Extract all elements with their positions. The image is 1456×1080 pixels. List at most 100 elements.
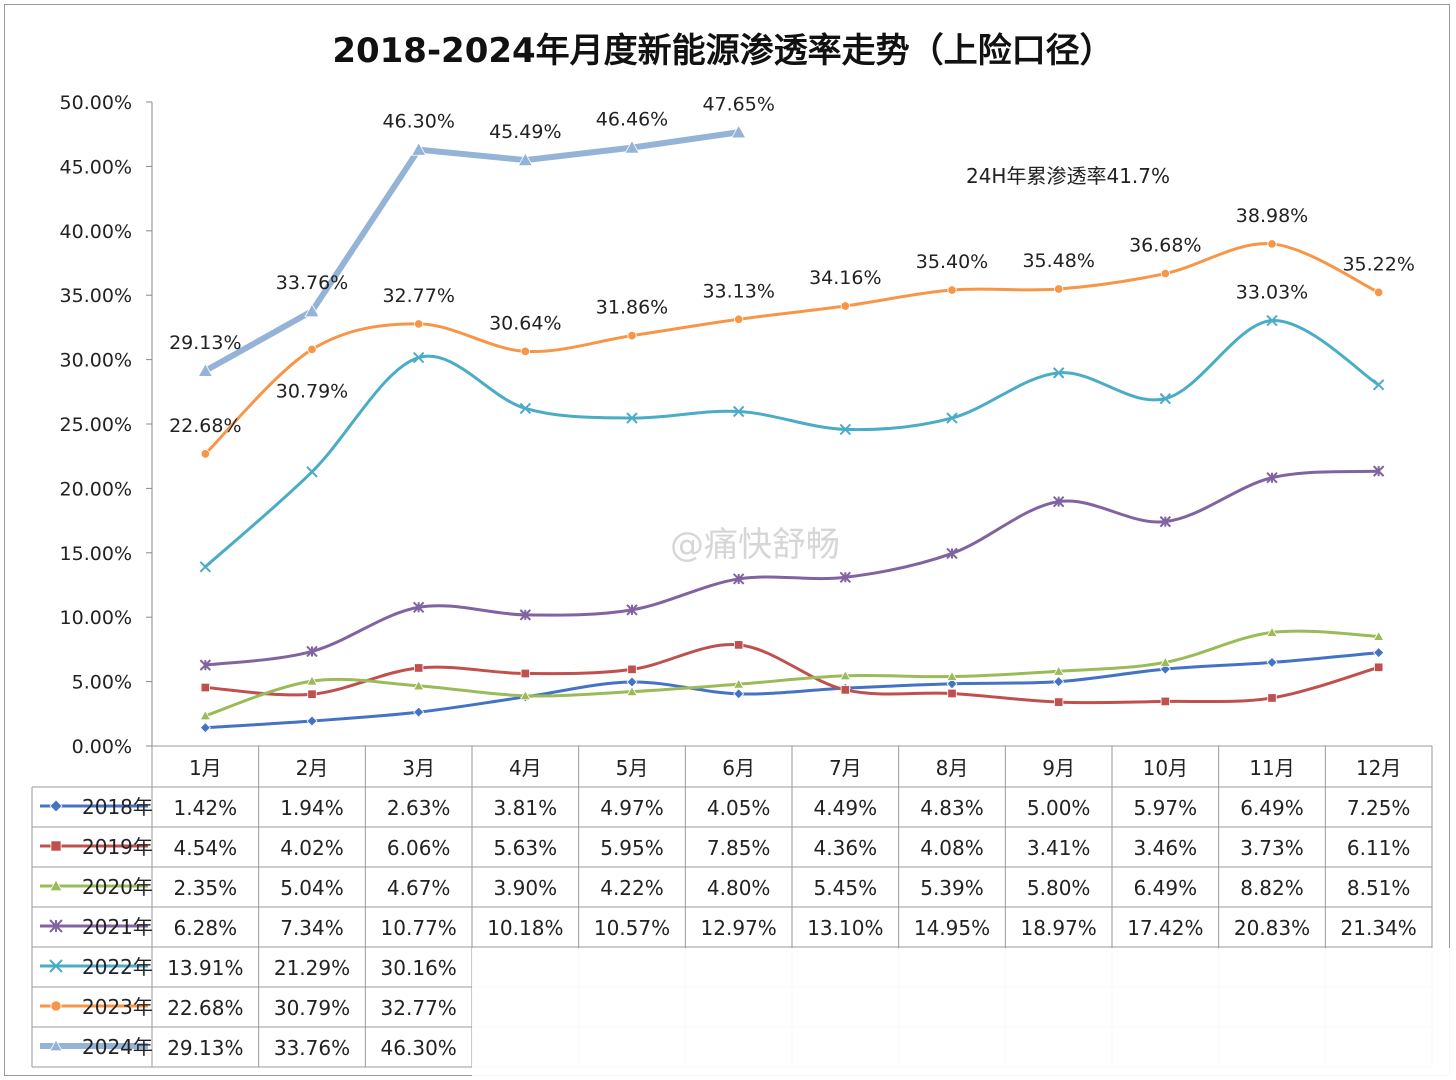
data-point (624, 139, 640, 154)
table-cell: 4.22% (600, 876, 664, 900)
annotation: 24H年累渗透率41.7% (966, 164, 1170, 188)
data-point (839, 571, 852, 583)
legend-label: 2019年 (82, 835, 153, 859)
data-point (1372, 379, 1385, 391)
data-point (1267, 239, 1277, 249)
legend-label: 2021年 (82, 915, 153, 939)
table-cell: 8.51% (1347, 876, 1411, 900)
category-label: 12月 (1356, 756, 1401, 780)
data-point (307, 344, 317, 355)
data-point (307, 689, 317, 699)
table-cell: 7.85% (707, 836, 771, 860)
y-tick-label: 35.00% (60, 285, 132, 307)
data-label: 33.13% (702, 280, 774, 302)
series-line-2021年 (205, 469, 1379, 667)
y-tick-label: 40.00% (60, 221, 132, 243)
data-label: 33.03% (1236, 282, 1308, 304)
series-line-2020年 (204, 629, 1379, 718)
table-cell: 1.94% (280, 796, 344, 820)
data-point (947, 285, 957, 295)
data-point (413, 706, 425, 718)
data-point (517, 152, 534, 167)
data-point (734, 314, 744, 324)
legend-marker (49, 919, 63, 933)
data-point (1160, 268, 1170, 279)
data-point (412, 601, 425, 613)
data-point (946, 670, 958, 681)
table-cell: 6.06% (387, 836, 451, 860)
table-cell: 3.46% (1134, 836, 1198, 860)
table-cell: 6.11% (1347, 836, 1411, 860)
table-cell: 2.35% (174, 876, 238, 900)
y-tick-label: 30.00% (60, 350, 132, 372)
data-point (199, 659, 212, 671)
table-cell: 13.10% (807, 916, 883, 940)
table-cell: 17.42% (1127, 916, 1203, 940)
category-label: 10月 (1143, 756, 1188, 780)
table-cell: 3.41% (1027, 836, 1091, 860)
table-cell: 18.97% (1021, 916, 1097, 940)
data-label: 30.79% (276, 380, 348, 402)
data-point (627, 664, 637, 675)
data-label: 45.49% (489, 121, 561, 143)
legend-label: 2018年 (82, 795, 153, 819)
data-point (414, 663, 424, 673)
data-point (519, 689, 532, 701)
data-label: 36.68% (1129, 235, 1201, 257)
table-cell: 5.80% (1027, 876, 1091, 900)
table-cell: 4.49% (814, 796, 878, 820)
y-tick-label: 20.00% (60, 478, 132, 500)
data-point (839, 669, 852, 681)
data-point (197, 362, 214, 377)
legend-marker (49, 1039, 63, 1052)
data-label: 31.86% (596, 297, 668, 319)
table-cell: 20.83% (1234, 916, 1310, 940)
data-point (732, 573, 745, 585)
data-point (1054, 284, 1064, 294)
table-cell: 10.77% (381, 916, 457, 940)
table-cell: 4.67% (387, 876, 451, 900)
table-cell: 5.63% (494, 836, 558, 860)
data-point (734, 640, 744, 650)
table-cell: 5.39% (920, 876, 984, 900)
table-cell: 33.76% (274, 1036, 350, 1060)
table-cell: 8.82% (1240, 876, 1304, 900)
table-cell: 6.28% (174, 916, 238, 940)
table-cell: 12.97% (701, 916, 777, 940)
data-point (200, 449, 210, 459)
table-cell: 5.04% (280, 876, 344, 900)
table-cell: 21.34% (1341, 916, 1417, 940)
legend-label: 2020年 (82, 875, 153, 899)
data-point (306, 715, 318, 727)
table-cell: 7.25% (1347, 796, 1411, 820)
data-point (1266, 472, 1278, 484)
data-point (946, 678, 958, 690)
data-point (1159, 515, 1172, 528)
table-cell: 3.73% (1240, 836, 1304, 860)
data-point (1159, 656, 1172, 667)
series-line-2019年 (205, 643, 1380, 705)
y-tick-label: 5.00% (72, 672, 132, 694)
table-cell: 10.18% (487, 916, 563, 940)
table-cell: 3.90% (494, 876, 558, 900)
y-tick-label: 50.00% (60, 92, 132, 114)
data-point (1159, 392, 1172, 405)
data-point (733, 688, 745, 700)
legend-marker (49, 959, 63, 973)
table-cell: 14.95% (914, 916, 990, 940)
data-point (1372, 465, 1385, 477)
table-cell: 4.36% (814, 836, 878, 860)
table-cell: 4.05% (707, 796, 771, 820)
legend-marker (50, 840, 62, 852)
data-label: 22.68% (169, 415, 241, 437)
table-cell: 22.68% (167, 996, 243, 1020)
data-point (1372, 630, 1385, 641)
table-cell: 1.42% (174, 796, 238, 820)
data-point (732, 405, 745, 418)
series-line-2023年 (204, 242, 1380, 455)
data-label: 35.48% (1022, 250, 1094, 272)
data-label: 32.77% (382, 285, 454, 307)
data-point (519, 609, 532, 621)
data-point (519, 402, 532, 415)
